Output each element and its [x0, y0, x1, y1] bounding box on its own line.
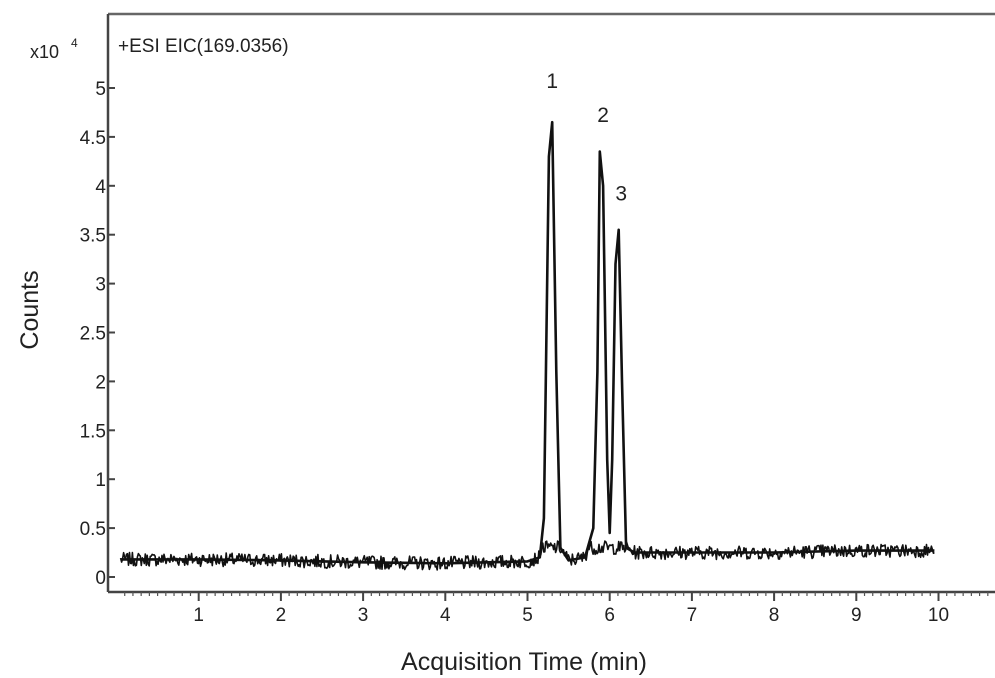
x-axis-title: Acquisition Time (min)	[401, 648, 647, 676]
y-tick-label: 4	[95, 177, 106, 198]
y-tick-label: 5	[95, 79, 106, 100]
plot-frame	[106, 12, 995, 594]
y-tick-label: 0.5	[80, 519, 106, 540]
x-tick-label: 10	[928, 605, 949, 626]
x-tick-label: 4	[440, 605, 451, 626]
y-axis-title: Counts	[16, 270, 44, 349]
y-tick-label: 1	[95, 470, 106, 491]
series-group	[120, 120, 935, 565]
y-tick-label: 2	[95, 372, 106, 393]
baseline-noise-trace	[119, 540, 935, 571]
x-tick-label: 8	[769, 605, 780, 626]
y-tick-label: 4.5	[80, 128, 106, 149]
x-axis-ticks: 1 2 3 4 5 6 7 8 9 10	[124, 592, 989, 626]
y-axis-ticks: 0 0.5 1 1.5 2 2.5 3 3.5 4 4.5 5	[80, 79, 115, 589]
y-tick-label: 1.5	[80, 421, 106, 442]
y-tick-label: 0	[95, 568, 106, 589]
series-line	[120, 120, 935, 565]
peak-label: 2	[597, 104, 609, 127]
y-multiplier-base: x10	[30, 42, 59, 62]
y-multiplier-exponent: 4	[71, 36, 78, 50]
x-tick-label: 9	[851, 605, 862, 626]
chart-title: +ESI EIC(169.0356)	[118, 36, 289, 57]
x-tick-label: 7	[687, 605, 698, 626]
x-tick-label: 6	[604, 605, 615, 626]
x-tick-label: 1	[193, 605, 204, 626]
peak-label: 3	[615, 182, 627, 205]
baseline-noise	[119, 540, 935, 571]
x-tick-label: 3	[358, 605, 369, 626]
peak-annotations: 1 2 3	[546, 70, 627, 205]
y-tick-label: 3.5	[80, 226, 106, 247]
y-tick-label: 3	[95, 275, 106, 296]
peak-label: 1	[546, 70, 558, 93]
y-tick-label: 2.5	[80, 324, 106, 345]
x-tick-label: 2	[276, 605, 287, 626]
x-tick-label: 5	[522, 605, 533, 626]
